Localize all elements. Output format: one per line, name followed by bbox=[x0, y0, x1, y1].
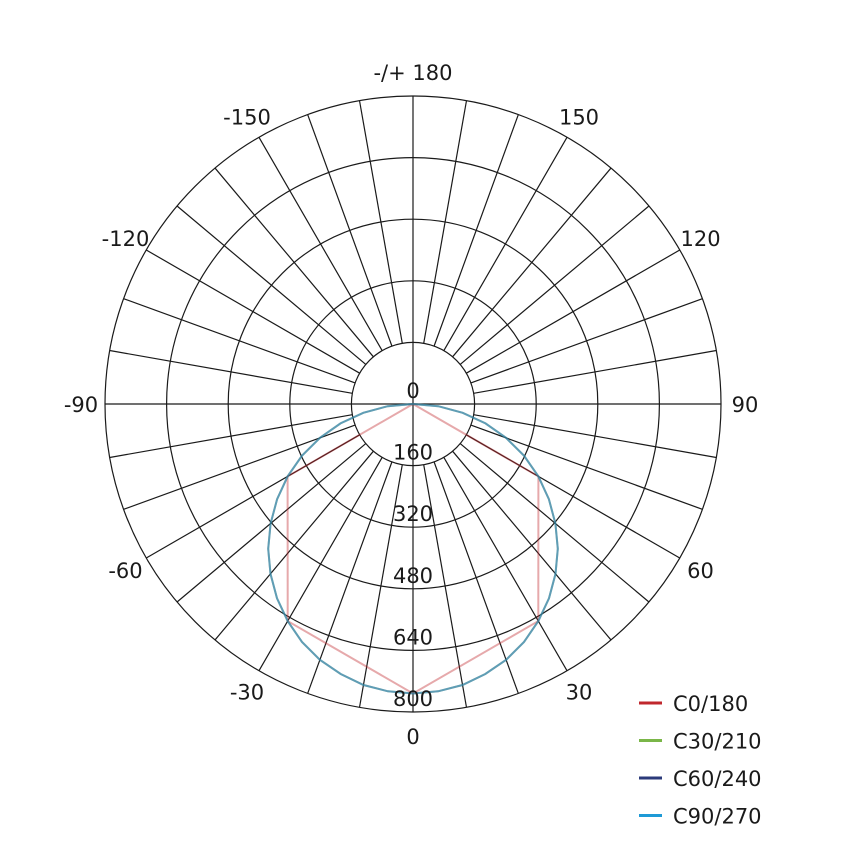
angular-tick-label: 90 bbox=[732, 393, 759, 417]
legend: C0/180 C30/210 C60/240 C90/270 bbox=[639, 692, 762, 829]
radial-tick-label: 480 bbox=[393, 564, 433, 588]
angular-tick-label: 0 bbox=[406, 725, 419, 749]
legend-item: C30/210 bbox=[639, 730, 762, 754]
grid-spoke bbox=[443, 136, 568, 351]
grid-spoke bbox=[433, 461, 519, 694]
grid-spoke bbox=[176, 205, 367, 365]
grid-spoke bbox=[423, 464, 468, 708]
grid-spoke bbox=[258, 136, 383, 351]
grid-spoke bbox=[452, 167, 612, 358]
angular-tick-label: -120 bbox=[102, 227, 150, 251]
legend-label: C30/210 bbox=[673, 730, 762, 754]
legend-label: C90/270 bbox=[673, 805, 762, 829]
legend-item: C0/180 bbox=[639, 692, 748, 716]
grid-spoke bbox=[473, 349, 717, 394]
series-line-C60-240 bbox=[267, 403, 559, 695]
grid-spoke bbox=[443, 457, 568, 672]
grid-spoke bbox=[109, 414, 353, 459]
angular-tick-label: 120 bbox=[680, 227, 720, 251]
grid-spoke bbox=[258, 457, 383, 672]
angular-tick-labels: 0 30 60 90 120 150 -/+ 180 -150 -120 -90 -60 -30 bbox=[64, 61, 759, 749]
radial-tick-label: 800 bbox=[393, 687, 433, 711]
radial-tick-label: 160 bbox=[393, 441, 433, 465]
grid-spoke bbox=[459, 443, 650, 603]
radial-tick-labels: 0 160 320 480 640 800 bbox=[393, 379, 433, 711]
angular-tick-label: -30 bbox=[230, 681, 264, 705]
grid-spoke bbox=[433, 114, 519, 347]
grid-spoke bbox=[423, 100, 468, 344]
grid-spoke bbox=[473, 414, 717, 459]
angular-tick-label: -60 bbox=[108, 559, 142, 583]
legend-item: C90/270 bbox=[639, 805, 762, 829]
series-line-C30-210 bbox=[267, 403, 559, 695]
grid-spoke bbox=[145, 249, 360, 374]
legend-item: C60/240 bbox=[639, 767, 762, 791]
angular-tick-label: 60 bbox=[687, 559, 714, 583]
angular-tick-label: -150 bbox=[223, 105, 271, 129]
grid-spoke bbox=[123, 424, 356, 510]
legend-label: C0/180 bbox=[673, 692, 748, 716]
radial-tick-label: 320 bbox=[393, 502, 433, 526]
polar-grid bbox=[104, 95, 722, 713]
radial-tick-label: 640 bbox=[393, 625, 433, 649]
grid-spoke bbox=[123, 298, 356, 384]
grid-spoke bbox=[307, 461, 393, 694]
grid-spoke bbox=[358, 100, 403, 344]
angular-tick-label: 30 bbox=[566, 681, 593, 705]
grid-spoke bbox=[214, 450, 374, 641]
grid-spoke bbox=[358, 464, 403, 708]
angular-tick-label: 150 bbox=[559, 105, 599, 129]
grid-spoke bbox=[466, 249, 681, 374]
grid-spoke bbox=[452, 450, 612, 641]
legend-label: C60/240 bbox=[673, 767, 762, 791]
grid-spoke bbox=[109, 349, 353, 394]
grid-spoke bbox=[466, 434, 681, 559]
series-line-C0-180 bbox=[286, 403, 540, 695]
grid-spoke bbox=[307, 114, 393, 347]
series-line-C90-270 bbox=[267, 403, 559, 695]
angular-tick-label: -/+ 180 bbox=[373, 61, 452, 85]
grid-spoke bbox=[145, 434, 360, 559]
grid-spoke bbox=[470, 424, 703, 510]
grid-spoke bbox=[176, 443, 367, 603]
grid-spoke bbox=[214, 167, 374, 358]
grid-spoke bbox=[470, 298, 703, 384]
angular-tick-label: -90 bbox=[64, 393, 98, 417]
series-curves bbox=[267, 403, 559, 695]
radial-tick-label: 0 bbox=[406, 379, 419, 403]
grid-spoke bbox=[459, 205, 650, 365]
